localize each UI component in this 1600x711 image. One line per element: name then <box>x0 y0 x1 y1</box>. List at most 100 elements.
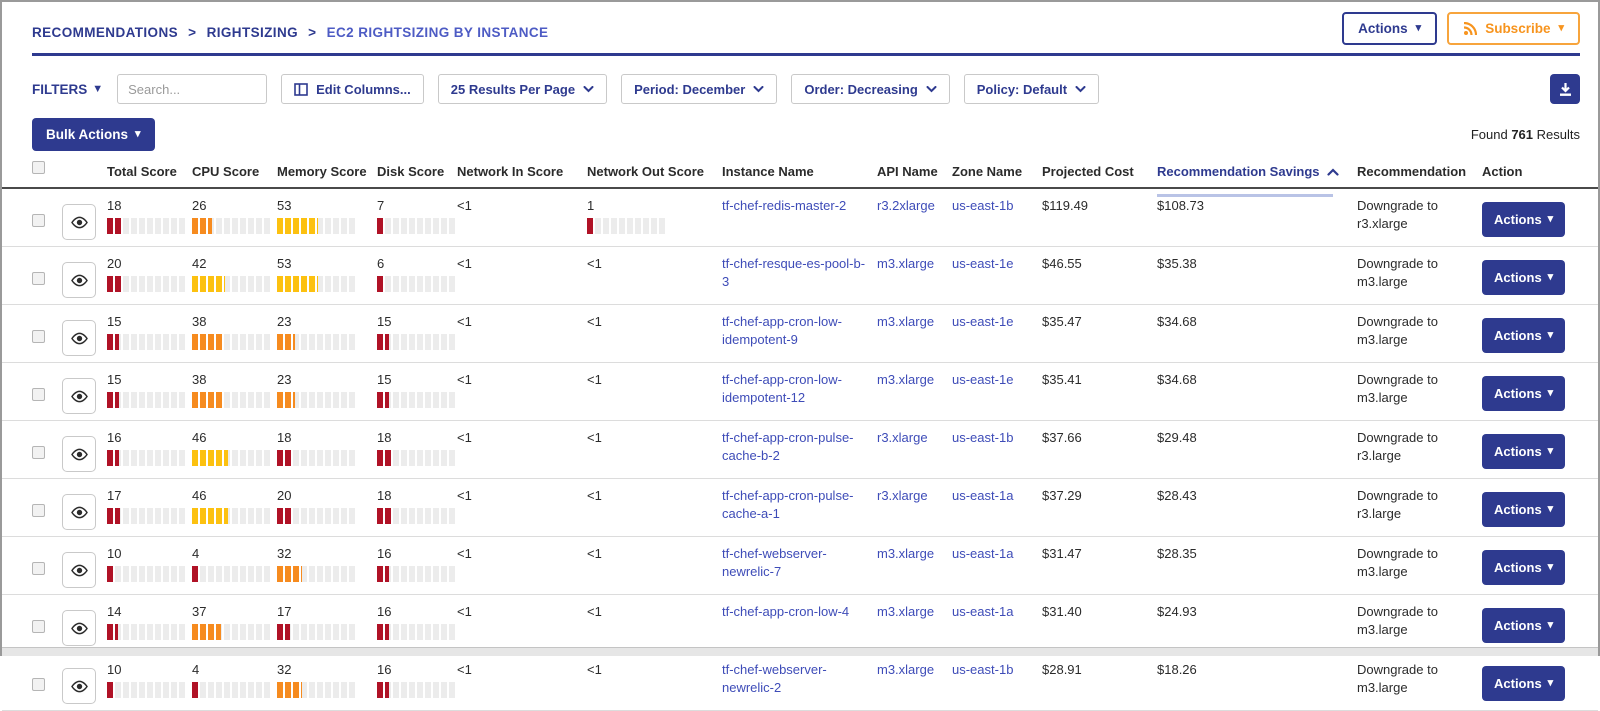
column-header-zone-name[interactable]: Zone Name <box>952 164 1023 179</box>
column-header-memory-score[interactable]: Memory Score <box>277 164 367 179</box>
projected-cost-value: $35.41 <box>1042 372 1082 387</box>
bulk-actions-button[interactable]: Bulk Actions ▾ <box>32 118 155 151</box>
zone-name-link[interactable]: us-east-1a <box>952 488 1014 503</box>
table-body: 18 26 53 7 <1 1 tf-chef <box>2 189 1598 711</box>
recommendation-text: Downgrade to m3.large <box>1357 546 1438 579</box>
row-actions-button[interactable]: Actions ▾ <box>1482 666 1566 701</box>
instance-name-link[interactable]: tf-chef-app-cron-low-idempotent-9 <box>722 314 842 347</box>
row-checkbox[interactable] <box>32 446 45 459</box>
row-actions-button[interactable]: Actions ▾ <box>1482 550 1566 585</box>
period-select[interactable]: Period: December <box>621 74 778 104</box>
cpu-score-cell: 38 <box>192 363 277 414</box>
row-actions-button[interactable]: Actions ▾ <box>1482 376 1566 411</box>
zone-name-link[interactable]: us-east-1e <box>952 372 1014 387</box>
row-actions-label: Actions <box>1494 560 1542 575</box>
zone-name-link[interactable]: us-east-1b <box>952 430 1014 445</box>
filter-triangle-icon: ▼ <box>92 82 104 95</box>
api-name-link[interactable]: m3.xlarge <box>877 256 935 271</box>
select-all-checkbox[interactable] <box>32 161 45 174</box>
row-checkbox[interactable] <box>32 620 45 633</box>
api-name-link[interactable]: m3.xlarge <box>877 662 935 677</box>
view-details-button[interactable] <box>62 436 96 472</box>
instance-name-link[interactable]: tf-chef-app-cron-pulse-cache-a-1 <box>722 488 854 521</box>
policy-select[interactable]: Policy: Default <box>963 74 1100 104</box>
column-header-instance-name[interactable]: Instance Name <box>722 164 814 179</box>
api-name-link[interactable]: m3.xlarge <box>877 372 935 387</box>
row-checkbox[interactable] <box>32 562 45 575</box>
row-checkbox[interactable] <box>32 678 45 691</box>
column-header-network-out-score[interactable]: Network Out Score <box>587 164 705 179</box>
recommendation-savings-value: $28.43 <box>1157 488 1197 503</box>
memory-score-cell: 23 <box>277 305 377 356</box>
api-name-link[interactable]: m3.xlarge <box>877 314 935 329</box>
zone-name-link[interactable]: us-east-1a <box>952 546 1014 561</box>
api-name-link[interactable]: r3.2xlarge <box>877 198 935 213</box>
subscribe-dropdown-button[interactable]: Subscribe ▾ <box>1447 12 1580 45</box>
column-header-projected-cost[interactable]: Projected Cost <box>1042 164 1134 179</box>
column-header-api-name[interactable]: API Name <box>877 164 938 179</box>
column-header-network-in-score[interactable]: Network In Score <box>457 164 564 179</box>
breadcrumb-rightsizing[interactable]: RIGHTSIZING <box>206 25 299 40</box>
actions-dropdown-button[interactable]: Actions ▾ <box>1342 12 1438 45</box>
view-details-button[interactable] <box>62 262 96 298</box>
order-select[interactable]: Order: Decreasing <box>791 74 950 104</box>
row-actions-button[interactable]: Actions ▾ <box>1482 260 1566 295</box>
column-header-total-score[interactable]: Total Score <box>107 164 177 179</box>
instance-name-link[interactable]: tf-chef-app-cron-low-4 <box>722 604 850 619</box>
instance-name-link[interactable]: tf-chef-resque-es-pool-b-3 <box>722 256 866 289</box>
row-checkbox[interactable] <box>32 330 45 343</box>
row-actions-label: Actions <box>1494 386 1542 401</box>
row-checkbox[interactable] <box>32 214 45 227</box>
score-value: 38 <box>192 372 207 387</box>
instance-name-link[interactable]: tf-chef-webserver-newrelic-7 <box>722 546 827 579</box>
score-bar <box>107 681 185 698</box>
edit-columns-button[interactable]: Edit Columns... <box>281 74 424 104</box>
view-details-button[interactable] <box>62 610 96 646</box>
zone-name-link[interactable]: us-east-1a <box>952 604 1014 619</box>
chevron-down-icon: ▾ <box>1547 561 1554 573</box>
horizontal-scrollbar[interactable] <box>2 647 1598 656</box>
row-actions-button[interactable]: Actions ▾ <box>1482 492 1566 527</box>
column-header-disk-score[interactable]: Disk Score <box>377 164 445 179</box>
eye-icon <box>70 332 88 344</box>
row-actions-label: Actions <box>1494 502 1542 517</box>
breadcrumb-recommendations[interactable]: RECOMMENDATIONS <box>32 25 178 40</box>
score-bar <box>377 217 455 234</box>
instance-name-link[interactable]: tf-chef-app-cron-low-idempotent-12 <box>722 372 842 405</box>
view-details-button[interactable] <box>62 668 96 704</box>
view-details-button[interactable] <box>62 552 96 588</box>
zone-name-link[interactable]: us-east-1e <box>952 314 1014 329</box>
column-header-cpu-score[interactable]: CPU Score <box>192 164 260 179</box>
zone-name-link[interactable]: us-east-1e <box>952 256 1014 271</box>
download-button[interactable] <box>1550 74 1580 104</box>
results-per-page-select[interactable]: 25 Results Per Page <box>437 74 608 104</box>
instance-name-link[interactable]: tf-chef-redis-master-2 <box>722 198 847 213</box>
api-name-link[interactable]: m3.xlarge <box>877 546 935 561</box>
view-details-button[interactable] <box>62 378 96 414</box>
row-checkbox[interactable] <box>32 388 45 401</box>
zone-name-link[interactable]: us-east-1b <box>952 662 1014 677</box>
instance-name-link[interactable]: tf-chef-webserver-newrelic-2 <box>722 662 827 695</box>
column-header-recommendation-savings[interactable]: Recommendation Savings <box>1157 164 1357 197</box>
results-per-page-label: 25 Results Per Page <box>450 81 576 97</box>
row-actions-button[interactable]: Actions ▾ <box>1482 434 1566 469</box>
table-row: 16 46 18 18 <1 <1 tf-ch <box>2 421 1598 479</box>
search-input[interactable] <box>117 74 268 104</box>
api-name-link[interactable]: r3.xlarge <box>877 488 928 503</box>
view-details-button[interactable] <box>62 320 96 356</box>
row-actions-button[interactable]: Actions ▾ <box>1482 202 1566 237</box>
api-name-link[interactable]: r3.xlarge <box>877 430 928 445</box>
api-name-link[interactable]: m3.xlarge <box>877 604 935 619</box>
view-details-button[interactable] <box>62 494 96 530</box>
column-header-recommendation[interactable]: Recommendation <box>1357 164 1467 179</box>
zone-name-link[interactable]: us-east-1b <box>952 198 1014 213</box>
row-checkbox[interactable] <box>32 272 45 285</box>
filters-toggle[interactable]: FILTERS ▼ <box>32 82 103 97</box>
row-actions-button[interactable]: Actions ▾ <box>1482 608 1566 643</box>
eye-icon <box>70 622 88 634</box>
instance-name-link[interactable]: tf-chef-app-cron-pulse-cache-b-2 <box>722 430 854 463</box>
row-checkbox[interactable] <box>32 504 45 517</box>
row-actions-button[interactable]: Actions ▾ <box>1482 318 1566 353</box>
recommendation-text: Downgrade to r3.large <box>1357 430 1438 463</box>
view-details-button[interactable] <box>62 204 96 240</box>
